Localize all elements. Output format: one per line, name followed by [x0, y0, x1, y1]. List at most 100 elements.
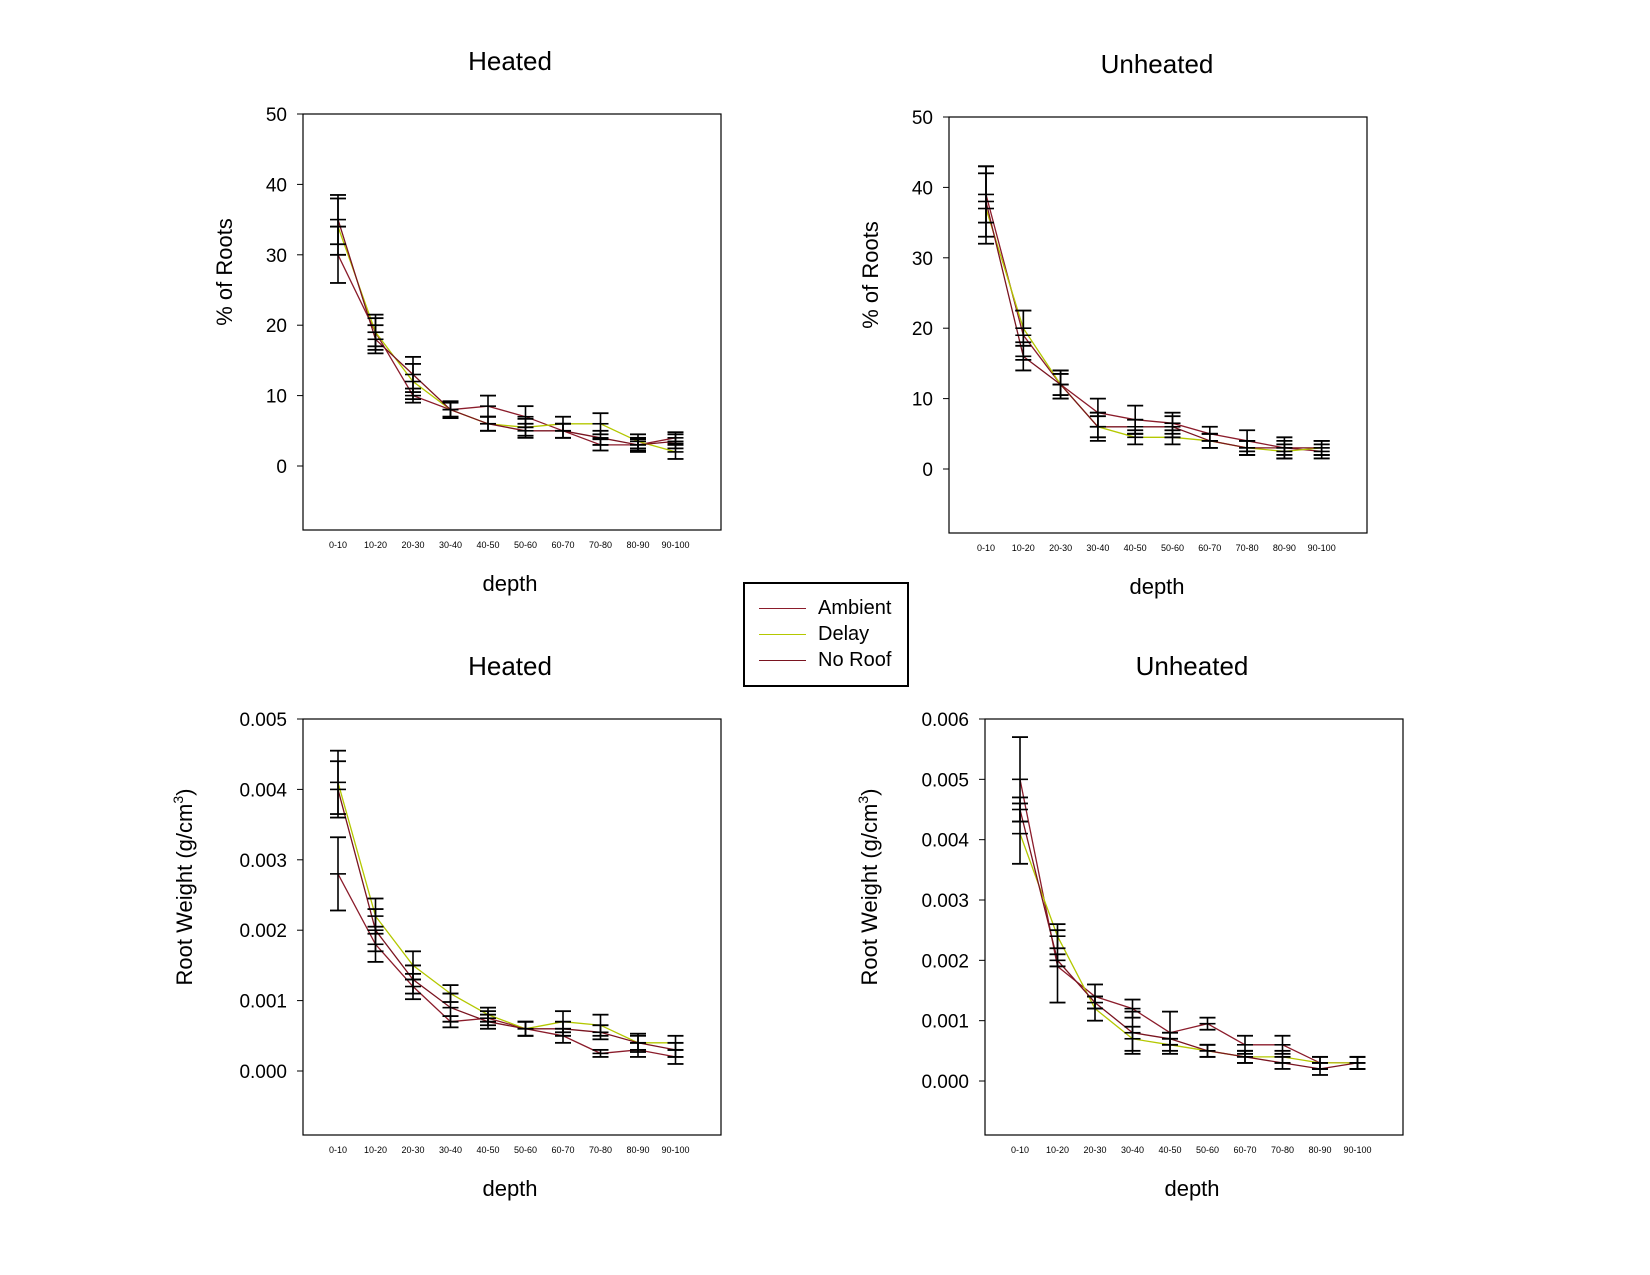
heated-roots-xtick-label: 20-30 — [401, 540, 424, 550]
unheated-roots-ytick-label: 0 — [922, 460, 933, 481]
unheated-roots-xlabel: depth — [1129, 574, 1184, 599]
unheated-roots-ytick-label: 10 — [912, 390, 933, 411]
heated-roots-ylabel: % of Roots — [212, 218, 237, 326]
heated-weight-xtick-label: 70-80 — [589, 1145, 612, 1155]
legend-label-delay: Delay — [818, 622, 870, 645]
heated-roots-xtick-label: 90-100 — [661, 540, 689, 550]
heated-weight-series-no-roof — [337, 789, 676, 1051]
unheated-roots-xtick-label: 20-30 — [1049, 543, 1072, 553]
unheated-weight-plot-frame — [984, 718, 1404, 1136]
heated-roots-plot-frame — [302, 113, 722, 531]
heated-weight-xlabel: depth — [482, 1176, 537, 1201]
heated-weight-xtick-label: 50-60 — [514, 1145, 537, 1155]
unheated-weight-ytick-label: 0.004 — [921, 831, 969, 852]
unheated-roots-ytick-label: 20 — [912, 319, 933, 340]
unheated-roots-xtick-label: 30-40 — [1086, 543, 1109, 553]
heated-roots-series-delay — [337, 226, 676, 453]
heated-weight-ytick-label: 0.000 — [239, 1062, 287, 1083]
unheated-weight-ytick-label: 0.000 — [921, 1072, 969, 1093]
unheated-roots-series-delay — [985, 208, 1322, 453]
heated-weight-ytick-label: 0.004 — [239, 780, 287, 801]
heated-roots-series-ambient — [337, 254, 676, 446]
heated-roots-ytick-label: 0 — [276, 457, 287, 478]
unheated-roots-ytick-label: 30 — [912, 249, 933, 270]
heated-roots-ytick-label: 10 — [266, 387, 287, 408]
unheated-weight-ytick-label: 0.001 — [921, 1012, 969, 1033]
unheated-weight-xtick-label: 90-100 — [1343, 1145, 1371, 1155]
heated-roots-title: Heated — [468, 46, 552, 76]
unheated-roots-plot-frame — [948, 116, 1368, 534]
heated-roots-ytick-label: 40 — [266, 175, 287, 196]
legend-item-ambient: Ambient — [759, 596, 891, 620]
heated-weight-ytick-label: 0.002 — [239, 921, 287, 942]
legend-swatch-no-roof — [759, 659, 806, 661]
unheated-weight-xlabel: depth — [1164, 1176, 1219, 1201]
heated-weight-xtick-label: 90-100 — [661, 1145, 689, 1155]
unheated-weight-title: Unheated — [1136, 651, 1249, 681]
legend-label-ambient: Ambient — [818, 596, 892, 619]
legend-swatch-ambient — [759, 607, 806, 609]
unheated-weight-ytick-label: 0.006 — [921, 710, 969, 731]
unheated-weight-xtick-label: 60-70 — [1233, 1145, 1256, 1155]
heated-weight-ytick-label: 0.005 — [239, 710, 287, 731]
unheated-weight-xtick-label: 0-10 — [1011, 1145, 1029, 1155]
unheated-roots-xtick-label: 50-60 — [1161, 543, 1184, 553]
unheated-roots-ylabel: % of Roots — [858, 221, 883, 329]
heated-weight-ytick-label: 0.001 — [239, 992, 287, 1013]
heated-weight-title: Heated — [468, 651, 552, 681]
heated-weight-xtick-label: 0-10 — [329, 1145, 347, 1155]
unheated-weight-xtick-label: 10-20 — [1046, 1145, 1069, 1155]
unheated-weight-ytick-label: 0.003 — [921, 891, 969, 912]
heated-roots-ytick-label: 50 — [266, 105, 287, 126]
heated-weight-xtick-label: 10-20 — [364, 1145, 387, 1155]
unheated-weight-xtick-label: 30-40 — [1121, 1145, 1144, 1155]
heated-weight-ytick-label: 0.003 — [239, 851, 287, 872]
heated-weight-ylabel: Root Weight (g/cm3) — [170, 789, 197, 986]
heated-roots-xtick-label: 60-70 — [551, 540, 574, 550]
unheated-roots-xtick-label: 90-100 — [1308, 543, 1336, 553]
unheated-weight-xtick-label: 40-50 — [1158, 1145, 1181, 1155]
unheated-weight-ytick-label: 0.002 — [921, 951, 969, 972]
heated-weight-xtick-label: 60-70 — [551, 1145, 574, 1155]
heated-weight-xtick-label: 80-90 — [626, 1145, 649, 1155]
heated-roots-ytick-label: 20 — [266, 316, 287, 337]
unheated-weight-ylabel: Root Weight (g/cm3) — [855, 789, 882, 986]
heated-weight-xtick-label: 30-40 — [439, 1145, 462, 1155]
heated-roots-xlabel: depth — [482, 571, 537, 596]
heated-weight-series-delay — [337, 782, 676, 1044]
unheated-weight-series-ambient — [1019, 779, 1358, 1064]
unheated-roots-series-no-roof — [985, 201, 1322, 449]
heated-roots-xtick-label: 10-20 — [364, 540, 387, 550]
heated-roots-xtick-label: 80-90 — [626, 540, 649, 550]
heated-roots-xtick-label: 30-40 — [439, 540, 462, 550]
heated-weight-series-ambient — [337, 873, 676, 1058]
heated-roots-series-no-roof — [337, 219, 676, 446]
unheated-roots-xtick-label: 80-90 — [1273, 543, 1296, 553]
unheated-roots-xtick-label: 10-20 — [1012, 543, 1035, 553]
legend-swatch-delay — [759, 633, 806, 635]
unheated-roots-xtick-label: 70-80 — [1236, 543, 1259, 553]
unheated-roots-ytick-label: 50 — [912, 108, 933, 129]
unheated-roots-xtick-label: 40-50 — [1124, 543, 1147, 553]
legend-label-no-roof: No Roof — [818, 648, 892, 671]
legend: Ambient Delay No Roof — [743, 582, 909, 687]
unheated-weight-series-no-roof — [1019, 809, 1358, 1070]
unheated-weight-ytick-label: 0.005 — [921, 770, 969, 791]
unheated-roots-series-ambient — [985, 194, 1322, 453]
heated-weight-xtick-label: 20-30 — [401, 1145, 424, 1155]
heated-roots-xtick-label: 0-10 — [329, 540, 347, 550]
unheated-roots-xtick-label: 60-70 — [1198, 543, 1221, 553]
heated-roots-ytick-label: 30 — [266, 246, 287, 267]
heated-weight-plot-frame — [302, 718, 722, 1136]
heated-roots-xtick-label: 40-50 — [476, 540, 499, 550]
unheated-weight-xtick-label: 70-80 — [1271, 1145, 1294, 1155]
unheated-weight-series-delay — [1019, 833, 1358, 1064]
heated-roots-xtick-label: 70-80 — [589, 540, 612, 550]
unheated-weight-xtick-label: 20-30 — [1083, 1145, 1106, 1155]
heated-weight-xtick-label: 40-50 — [476, 1145, 499, 1155]
unheated-roots-xtick-label: 0-10 — [977, 543, 995, 553]
legend-item-no-roof: No Roof — [759, 648, 891, 672]
heated-roots-xtick-label: 50-60 — [514, 540, 537, 550]
unheated-roots-title: Unheated — [1101, 49, 1214, 79]
